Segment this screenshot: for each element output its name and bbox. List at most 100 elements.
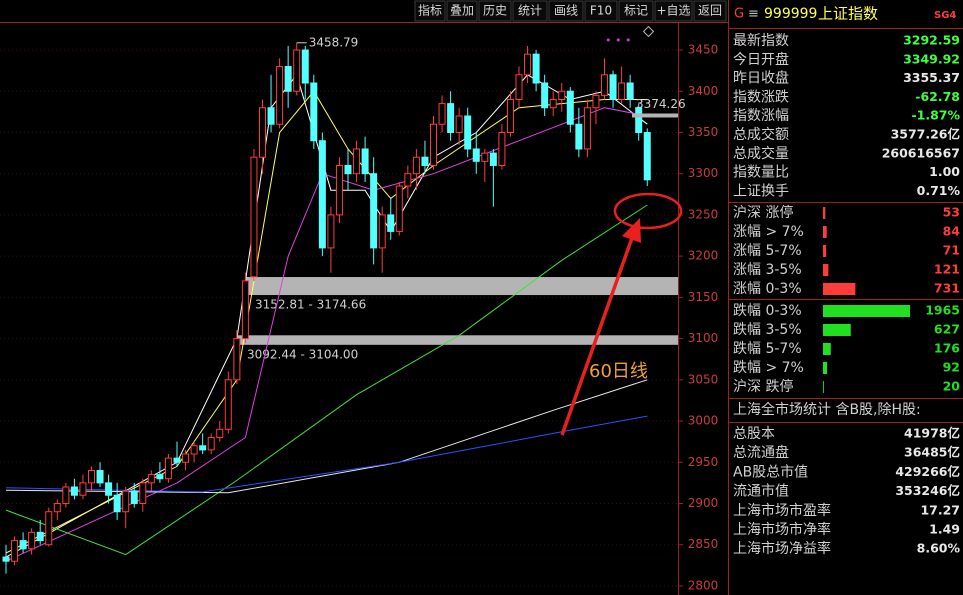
- row-label: 今日开盘: [733, 51, 789, 68]
- candle-body: [549, 98, 557, 109]
- price-zone: [245, 277, 678, 296]
- breadth-label: 涨幅 0-3%: [733, 281, 802, 297]
- breadth-count: 627: [934, 322, 960, 337]
- row-value: -62.78: [915, 89, 960, 104]
- candle-body: [224, 379, 232, 430]
- candle-body: [353, 148, 361, 175]
- y-tick-label: 3250: [688, 207, 719, 221]
- stat-label: 上海市场市盈率: [733, 502, 831, 519]
- stat-label: AB股总市值: [733, 463, 808, 480]
- breadth-bar: [823, 381, 824, 393]
- zone-label: 3092.44 - 3104.00: [247, 347, 358, 361]
- candle-body: [19, 540, 27, 550]
- toolbar-button[interactable]: [414, 0, 446, 22]
- candle-body: [267, 107, 275, 125]
- y-tick-label: 2950: [688, 455, 719, 469]
- y-tick-label: 3150: [688, 290, 719, 304]
- row-value: 1.00: [929, 164, 960, 179]
- candle-body: [53, 502, 61, 513]
- candle-body: [284, 66, 292, 92]
- row-label: 上证换手: [733, 182, 789, 199]
- breadth-label: 跌幅 5-7%: [733, 341, 802, 357]
- toolbar-button[interactable]: [654, 0, 693, 22]
- candle-body: [156, 474, 164, 480]
- toolbar-button[interactable]: [512, 0, 548, 22]
- candle-body: [173, 457, 181, 463]
- stat-value: 429266亿: [895, 464, 960, 479]
- stat-value: 41978亿: [904, 426, 960, 441]
- y-tick-label: 3300: [688, 166, 719, 180]
- candle-body: [147, 474, 155, 484]
- candle-body: [327, 214, 335, 249]
- row-label: 最新指数: [733, 33, 789, 49]
- breadth-count: 71: [943, 243, 960, 258]
- toolbar-button[interactable]: [548, 0, 584, 22]
- moving-average: [5, 415, 648, 493]
- breadth-label: 跌幅 > 7%: [733, 360, 804, 376]
- candle-body: [506, 98, 514, 133]
- breadth-count: 84: [943, 224, 961, 239]
- highlight-circle: [613, 192, 683, 230]
- y-tick-label: 2800: [688, 578, 719, 592]
- toolbar-button[interactable]: [693, 0, 727, 22]
- candle-body: [395, 185, 403, 232]
- candle-body: [541, 82, 549, 109]
- candle-body: [387, 214, 395, 232]
- stat-value: 353246亿: [895, 483, 960, 498]
- breadth-bar: [823, 362, 828, 374]
- y-tick-label: 3350: [688, 125, 719, 139]
- stats-title: 上海全市场统计 含B股,除H股:: [733, 401, 921, 418]
- toolbar-button[interactable]: [478, 0, 512, 22]
- candle-body: [481, 152, 489, 162]
- stock-code: 999999: [764, 6, 817, 22]
- candle-body: [592, 94, 600, 109]
- breadth-bar: [823, 226, 827, 238]
- marker-label: 3374.26: [636, 97, 686, 111]
- candle-body: [207, 437, 215, 451]
- peak-label: 3458.79: [309, 35, 359, 49]
- breadth-count: 53: [943, 205, 960, 220]
- y-tick-label: 2900: [688, 496, 719, 510]
- row-label: 指数涨幅: [733, 108, 789, 124]
- toolbar-label[interactable]: 标记: [624, 4, 648, 18]
- toolbar-label[interactable]: 统计: [518, 4, 542, 18]
- stat-value: 36485亿: [904, 445, 960, 460]
- price-zone: [237, 335, 678, 345]
- candle-body: [88, 470, 95, 484]
- toolbar-label[interactable]: 画线: [554, 4, 578, 18]
- candle-body: [130, 490, 138, 504]
- candle-body: [113, 494, 121, 513]
- row-label: 总成交额: [733, 126, 789, 143]
- menu-icon[interactable]: ≡: [748, 7, 759, 22]
- candle-body: [105, 482, 113, 496]
- toolbar-label[interactable]: +自选: [656, 4, 690, 18]
- toolbar-button[interactable]: [618, 0, 654, 22]
- toolbar-label[interactable]: 历史: [483, 4, 507, 18]
- stat-label: 总流通盘: [733, 444, 789, 461]
- stat-label: 上海市场净益率: [733, 540, 831, 557]
- candle-body: [558, 90, 566, 100]
- candle-body: [164, 457, 172, 480]
- candle-body: [182, 453, 190, 463]
- candle-body: [276, 66, 284, 125]
- y-tick-label: 3450: [688, 43, 719, 57]
- toolbar-label[interactable]: F10: [590, 4, 612, 18]
- candle-body: [635, 107, 643, 133]
- candle-body: [70, 486, 78, 496]
- toolbar-button[interactable]: [584, 0, 618, 22]
- signal-dots: • • •: [605, 34, 631, 47]
- toolbar-label[interactable]: 指标: [418, 3, 442, 18]
- candle-body: [233, 338, 241, 381]
- stat-label: 流通市值: [733, 483, 789, 500]
- candle-body: [583, 107, 591, 150]
- candle-body: [62, 486, 70, 504]
- row-label: 昨日收盘: [733, 70, 789, 87]
- toolbar-label[interactable]: 返回: [698, 4, 722, 18]
- y-tick-label: 3050: [688, 372, 719, 386]
- arrow-head: [622, 218, 641, 243]
- candle-body: [609, 74, 617, 100]
- breadth-label: 涨幅 5-7%: [733, 243, 802, 259]
- candle-body: [335, 164, 343, 216]
- toolbar-label[interactable]: 叠加: [450, 4, 474, 18]
- toolbar-button[interactable]: [446, 0, 478, 22]
